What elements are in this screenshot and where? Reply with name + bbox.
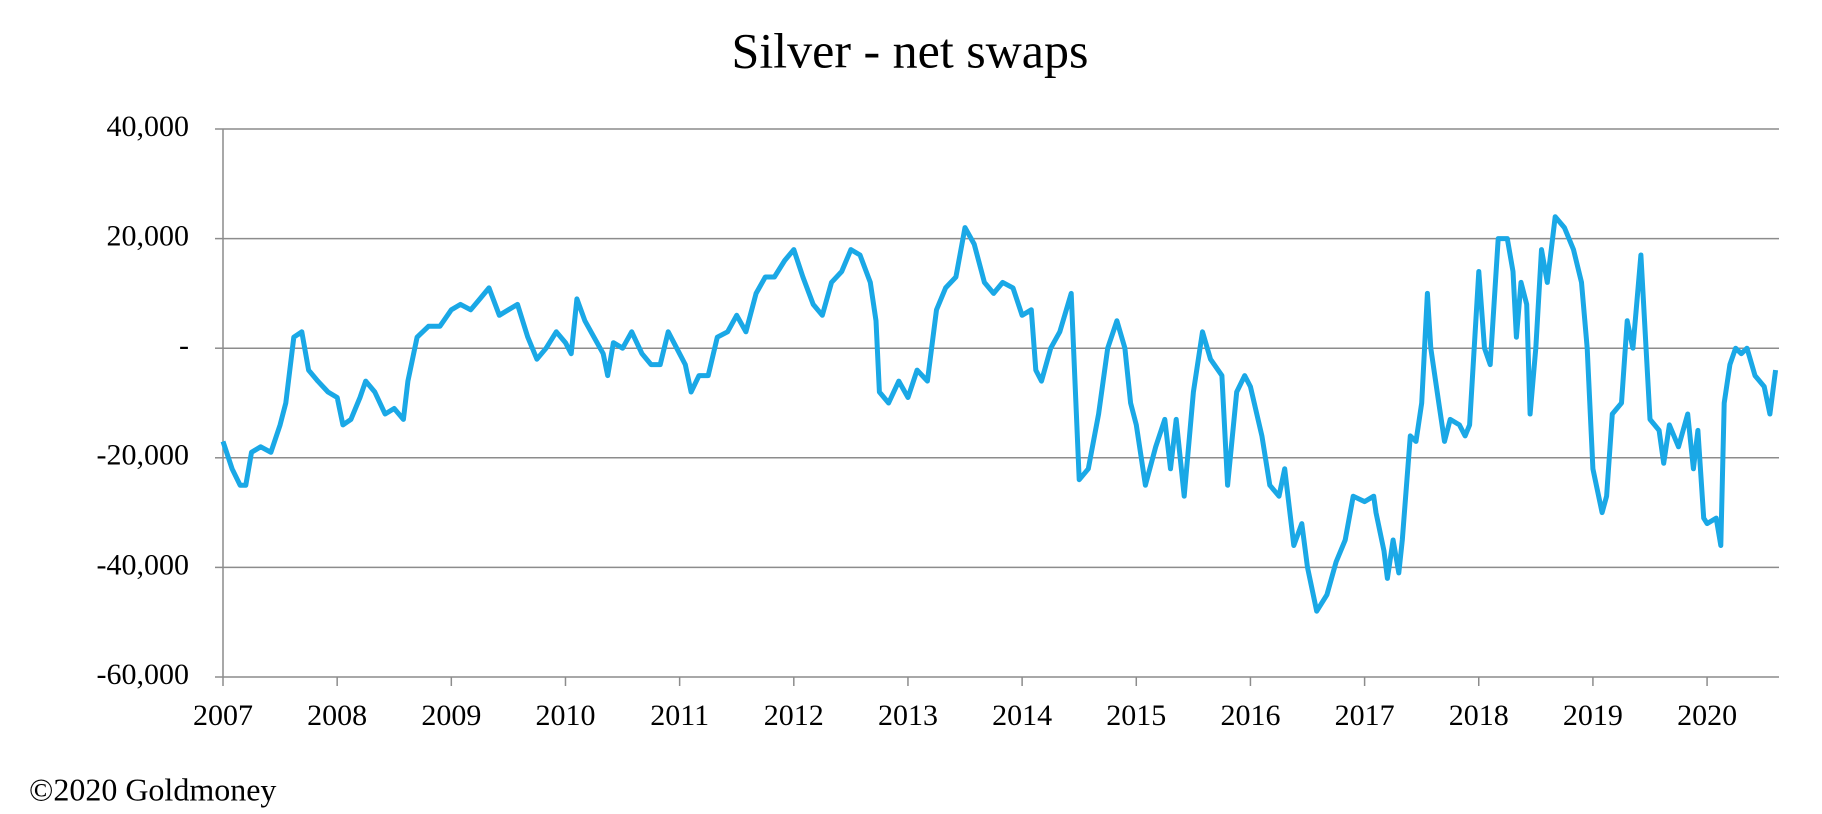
- x-tick-label: 2007: [193, 699, 253, 732]
- x-tick-label: 2008: [307, 699, 367, 732]
- x-tick-label: 2010: [535, 699, 595, 732]
- x-tick-label: 2018: [1449, 699, 1509, 732]
- x-tick-label: 2020: [1677, 699, 1737, 732]
- chart-title: Silver - net swaps: [732, 22, 1089, 78]
- x-tick-label: 2011: [650, 699, 709, 732]
- x-tick-label: 2014: [992, 699, 1052, 732]
- footer: ©2020 Goldmoney: [29, 771, 276, 807]
- y-tick-label: -40,000: [97, 548, 190, 581]
- x-tick-label: 2016: [1220, 699, 1280, 732]
- x-tick-label: 2013: [878, 699, 938, 732]
- data-line: [220, 214, 1779, 614]
- y-tick-label: -60,000: [97, 658, 190, 691]
- y-tick-label: 20,000: [107, 219, 190, 252]
- x-tick-label: 2012: [764, 699, 824, 732]
- y-tick-label: 40,000: [107, 110, 190, 143]
- y-tick-label: -: [179, 329, 189, 362]
- x-tick-label: 2017: [1335, 699, 1395, 732]
- x-tick-label: 2009: [421, 699, 481, 732]
- x-tick-label: 2019: [1563, 699, 1623, 732]
- y-tick-label: -20,000: [97, 439, 190, 472]
- x-tick-label: 2015: [1106, 699, 1166, 732]
